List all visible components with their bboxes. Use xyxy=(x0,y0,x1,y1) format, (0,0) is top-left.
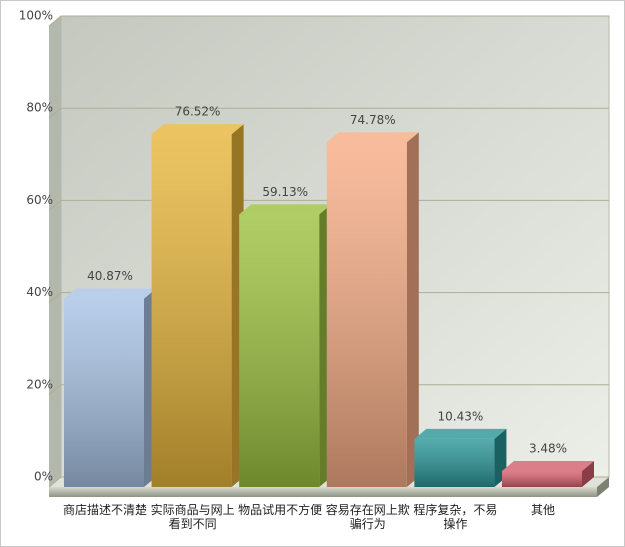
floor-front xyxy=(49,487,597,497)
bar-group xyxy=(502,460,594,487)
x-tick-label: 实际商品与网上看到不同 xyxy=(150,503,235,531)
bar-top xyxy=(151,124,244,135)
x-tick-label: 程序复杂，不易操作 xyxy=(413,503,498,531)
x-tick-label: 容易存在网上欺骗行为 xyxy=(325,503,410,531)
value-label: 10.43% xyxy=(438,409,484,423)
bar-top-shade xyxy=(414,428,507,439)
value-label: 40.87% xyxy=(87,269,133,283)
bar-shading xyxy=(414,438,495,487)
y-tick-label: 20% xyxy=(26,377,53,391)
bar-side xyxy=(406,132,419,487)
y-tick-label: 100% xyxy=(19,9,53,23)
bar-shading xyxy=(326,142,407,487)
grid-line-side xyxy=(48,200,62,211)
x-tick-label: 商店描述不清楚 xyxy=(62,503,147,517)
value-label: 59.13% xyxy=(262,185,308,199)
bar-shading xyxy=(239,214,320,487)
bar-top-shade xyxy=(151,124,244,135)
grid-line-side xyxy=(48,476,62,488)
y-tick-label: 0% xyxy=(34,470,53,484)
bar-side xyxy=(582,460,594,487)
bar-shading xyxy=(64,298,144,487)
bar-top xyxy=(414,428,507,439)
bar-top xyxy=(502,460,594,471)
bar-top xyxy=(64,288,156,299)
bar-group xyxy=(326,132,419,487)
value-label: 3.48% xyxy=(529,441,567,455)
bar-shading xyxy=(151,134,232,487)
bar-side-shade xyxy=(406,132,419,487)
y-tick-label: 80% xyxy=(26,101,53,115)
bar-top xyxy=(239,204,332,215)
grid-line-side xyxy=(48,292,62,303)
bar-top xyxy=(326,132,419,143)
x-tick-label: 其他 xyxy=(530,503,555,517)
bar-group xyxy=(64,288,156,487)
bar-group xyxy=(239,204,332,487)
y-tick-label: 40% xyxy=(26,285,53,299)
bar-group xyxy=(414,428,507,487)
bar-side-shade xyxy=(582,460,594,487)
bar-top-shade xyxy=(326,132,419,143)
bar-top-shade xyxy=(502,460,594,471)
value-label: 74.78% xyxy=(350,113,396,127)
floor-side xyxy=(597,477,609,497)
grid-line-side xyxy=(48,384,62,396)
value-label: 76.52% xyxy=(175,105,221,119)
x-tick-label: 物品试用不方便 xyxy=(238,503,323,517)
bars xyxy=(64,124,594,487)
left-wall xyxy=(49,16,61,487)
y-tick-label: 60% xyxy=(26,193,53,207)
grid-line-side xyxy=(48,107,62,119)
bar-group xyxy=(151,124,244,487)
bar-shading xyxy=(502,470,582,487)
bar-top-shade xyxy=(64,288,156,299)
bar-top-shade xyxy=(239,204,332,215)
grid-line-side xyxy=(48,15,62,27)
